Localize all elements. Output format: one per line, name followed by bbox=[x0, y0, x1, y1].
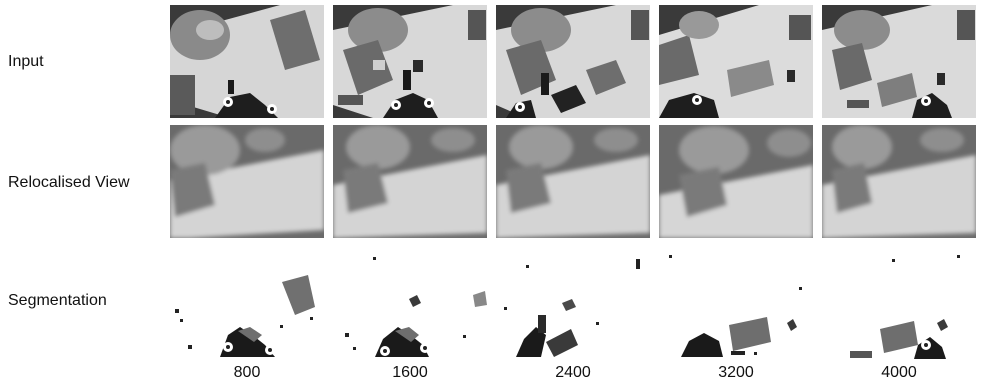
frame-number-4000: 4000 bbox=[881, 364, 917, 381]
segmentation-mask-1600 bbox=[333, 247, 487, 360]
relocalised-view-3200 bbox=[659, 125, 813, 238]
frame-number-800: 800 bbox=[233, 364, 261, 381]
frame-number-3200: 3200 bbox=[718, 364, 754, 381]
frame-number-1600: 1600 bbox=[392, 364, 428, 381]
segmentation-mask-800 bbox=[170, 247, 324, 360]
relocalised-view-4000 bbox=[822, 125, 976, 238]
frame-number-2400: 2400 bbox=[555, 364, 591, 381]
input-frame-3200 bbox=[659, 5, 813, 118]
input-frame-800 bbox=[170, 5, 324, 118]
segmentation-mask-3200 bbox=[659, 247, 813, 360]
row-label-relocalised-view: Relocalised View bbox=[8, 174, 130, 191]
row-label-segmentation: Segmentation bbox=[8, 292, 107, 309]
input-frame-2400 bbox=[496, 5, 650, 118]
relocalised-view-800 bbox=[170, 125, 324, 238]
row-label-input: Input bbox=[8, 53, 44, 70]
segmentation-mask-2400 bbox=[496, 247, 650, 360]
input-frame-4000 bbox=[822, 5, 976, 118]
segmentation-mask-4000 bbox=[822, 247, 976, 360]
relocalised-view-2400 bbox=[496, 125, 650, 238]
input-frame-1600 bbox=[333, 5, 487, 118]
frame-grid: 800 1600 2400 3200 4000 bbox=[170, 5, 980, 381]
relocalised-view-1600 bbox=[333, 125, 487, 238]
